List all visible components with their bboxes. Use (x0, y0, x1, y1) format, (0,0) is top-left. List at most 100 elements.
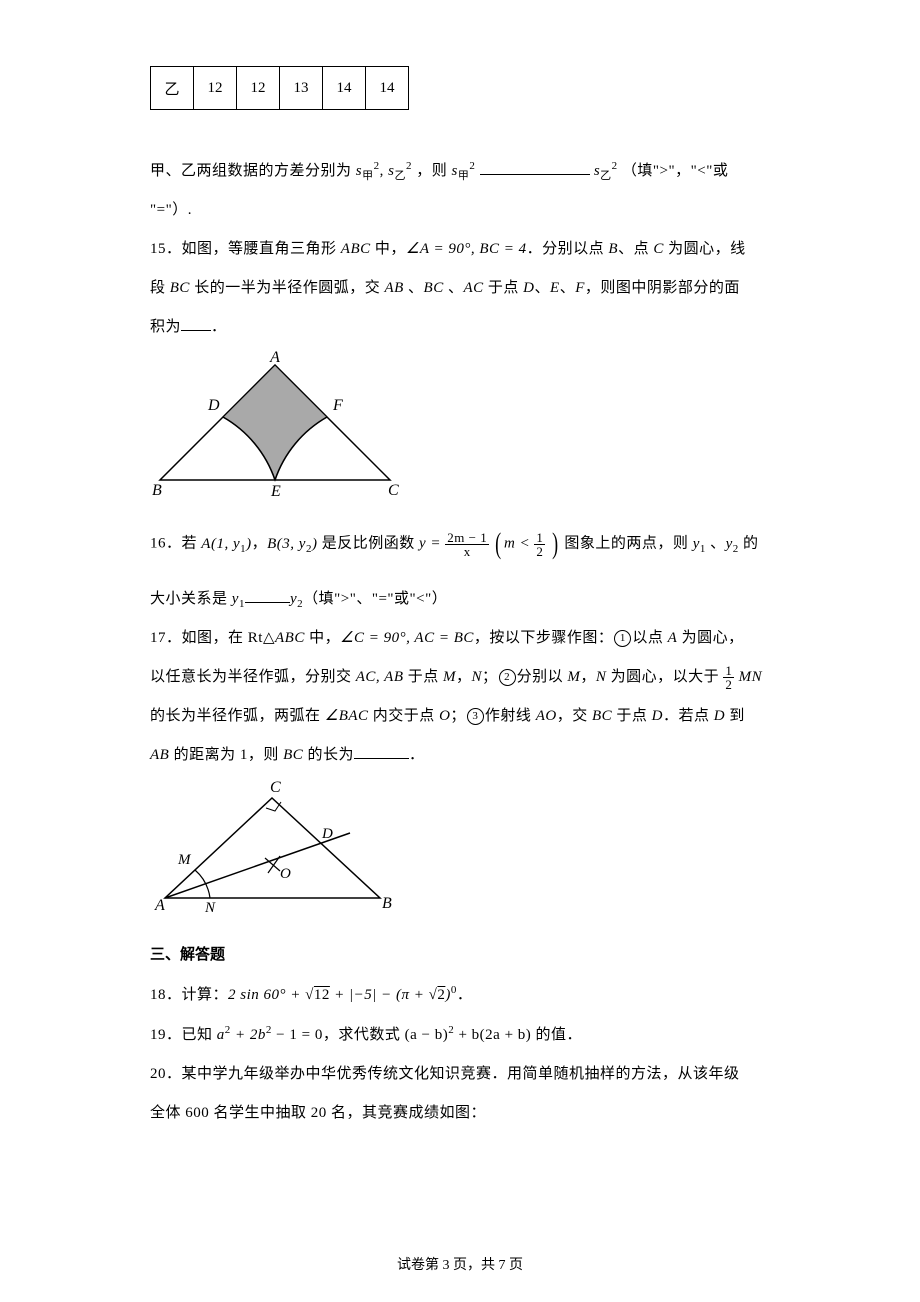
eq: ∠C = 90°, AC = BC (340, 630, 474, 646)
t: 中， (371, 241, 406, 257)
t: ， (252, 536, 268, 552)
q19-text: 19．已知 a2 + 2b2 − 1 = 0，求代数式 (a − b)2 + b… (150, 1018, 770, 1052)
table-cell: 14 (366, 67, 409, 110)
t: 若 (182, 536, 202, 552)
q16-num: 16． (150, 536, 182, 552)
triangle-svg: A B C D F E (150, 350, 400, 500)
y1: y (693, 536, 700, 552)
sqrt12: 12 (314, 987, 330, 1003)
rparen: ) (552, 511, 558, 577)
t: 为圆心，线 (664, 241, 746, 257)
yeq: y = (419, 536, 441, 552)
circled-1: 1 (614, 630, 631, 647)
d: D (523, 280, 534, 296)
t: 、点 (618, 241, 653, 257)
t: 内交于点 (369, 708, 440, 724)
t: ． (211, 319, 227, 335)
bc: BC (170, 280, 190, 296)
t: ， (580, 669, 596, 685)
sub-yi2: 乙 (600, 170, 612, 182)
c: C (653, 241, 664, 257)
lbl-C: C (388, 482, 399, 499)
ao: AO (536, 708, 557, 724)
sub-yi: 乙 (394, 170, 406, 182)
t: 于点 (484, 280, 524, 296)
section-3-title: 三、解答题 (150, 943, 770, 964)
lbl-O: O (280, 866, 291, 882)
expr: 2 sin 60° + (228, 987, 305, 1003)
q18-num: 18． (150, 987, 182, 1003)
table-cell: 12 (194, 67, 237, 110)
sub-jia2: 甲 (458, 170, 470, 182)
ab: AB (150, 747, 169, 763)
lbl-A: A (269, 350, 280, 366)
t: 、 (444, 280, 464, 296)
t: 作射线 (485, 708, 536, 724)
t: 如图，等腰直角三角形 (182, 241, 341, 257)
q14-a: 甲、乙两组数据的方差分别为 (150, 163, 356, 179)
fraction: 12 (723, 664, 734, 691)
O: O (439, 708, 450, 724)
mn: MN (739, 669, 763, 685)
t: ，则图中阴影部分的面 (585, 280, 740, 296)
table-label: 乙 (151, 67, 194, 110)
comma: , (380, 163, 389, 179)
sup2d: 2 (612, 160, 618, 172)
q19-num: 19． (150, 1027, 182, 1043)
t: 如图，在 Rt (182, 630, 263, 646)
t: 中， (305, 630, 340, 646)
t: 以任意长为半径作弧，分别交 (150, 669, 356, 685)
cond: m < (504, 536, 530, 552)
num: 1 (534, 531, 545, 545)
y2: y (726, 536, 733, 552)
table-cell: 14 (323, 67, 366, 110)
t: 的长为 (303, 747, 354, 763)
B: B(3, y (267, 536, 306, 552)
q17-num: 17． (150, 630, 182, 646)
num: 2m − 1 (445, 531, 489, 545)
q18-text: 18．计算：2 sin 60° + √12 + |−5| − (π + √2)0… (150, 978, 770, 1012)
t: 的 (739, 536, 759, 552)
lbl-M: M (177, 852, 192, 868)
t: 是反比例函数 (317, 536, 419, 552)
t: ． (409, 747, 425, 763)
t: 某中学九年级举办中华优秀传统文化知识竞赛．用简单随机抽样的方法，从该年级 (182, 1066, 740, 1082)
q17-line3: 的长为半径作弧，两弧在 ∠BAC 内交于点 O；3作射线 AO，交 BC 于点 … (150, 700, 770, 733)
t: 大小关系是 (150, 591, 232, 607)
A: A(1, y (201, 536, 240, 552)
lbl-N: N (204, 900, 216, 916)
q20-line1: 20．某中学九年级举办中华优秀传统文化知识竞赛．用简单随机抽样的方法，从该年级 (150, 1058, 770, 1091)
ab: AB (384, 280, 403, 296)
lbl-D: D (321, 826, 333, 842)
table-cell: 13 (280, 67, 323, 110)
bc: BC (592, 708, 612, 724)
eq: ∠A = 90°, BC = 4 (406, 241, 527, 257)
a: a (217, 1027, 225, 1043)
t: 分别以 (517, 669, 568, 685)
lbl-E: E (270, 483, 281, 500)
fill-blank (480, 161, 590, 176)
t: 、 (404, 280, 424, 296)
q15-text3: 积为 ． (150, 311, 770, 344)
fraction: 12 (534, 531, 545, 558)
t: ； (450, 708, 466, 724)
t: ，按以下步骤作图： (474, 630, 614, 646)
t: 已知 (182, 1027, 217, 1043)
acab: AC, AB (356, 669, 404, 685)
q14-hint: （填">"，"<"或 (622, 163, 728, 179)
page-footer: 试卷第 3 页，共 7 页 (150, 1254, 770, 1274)
t: ； (482, 669, 498, 685)
lbl-B: B (382, 895, 392, 912)
c: − 1 = 0 (272, 1027, 323, 1043)
t: ．若点 (663, 708, 714, 724)
page: 乙 12 12 13 14 14 甲、乙两组数据的方差分别为 s甲2, s乙2 … (0, 0, 920, 1302)
sup2c: 2 (469, 160, 475, 172)
D: D (652, 708, 663, 724)
p1: (a − b) (405, 1027, 449, 1043)
t: 积为 (150, 319, 181, 335)
q14-b: ，则 (416, 163, 451, 179)
t: ，交 (557, 708, 592, 724)
t: 的值． (531, 1027, 582, 1043)
D2: D (714, 708, 725, 724)
sub: 1 (700, 543, 706, 555)
